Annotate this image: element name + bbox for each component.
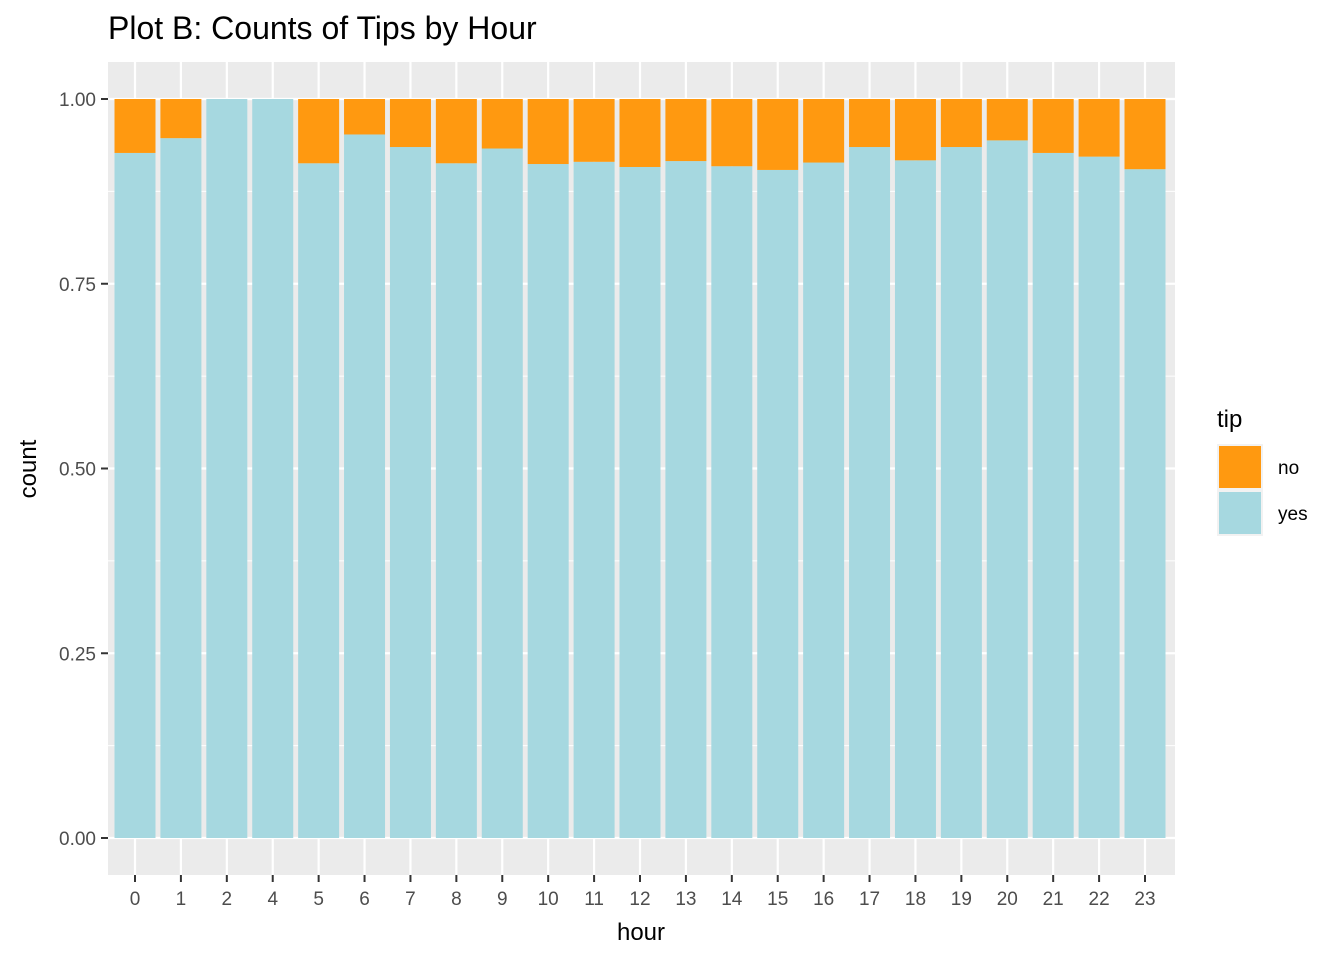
x-tick-label: 19 — [951, 889, 972, 910]
legend-label-yes: yes — [1278, 504, 1308, 525]
x-tick-label: 21 — [1043, 889, 1064, 910]
legend-label-no: no — [1278, 458, 1299, 479]
x-tick-label: 5 — [313, 889, 324, 910]
bar-yes-10 — [527, 164, 569, 839]
bar-no-23 — [1124, 99, 1166, 170]
bar-no-22 — [1078, 99, 1120, 157]
x-tick-label: 6 — [359, 889, 370, 910]
bar-no-18 — [894, 99, 936, 161]
bar-yes-8 — [435, 163, 477, 839]
bar-yes-19 — [940, 147, 982, 838]
x-tick-label: 14 — [721, 889, 743, 910]
bar-no-5 — [298, 99, 340, 164]
x-tick-label: 22 — [1089, 889, 1110, 910]
bar-no-1 — [160, 99, 202, 139]
y-axis-title: count — [15, 439, 42, 498]
bar-no-16 — [803, 99, 845, 163]
bar-yes-12 — [619, 166, 661, 838]
bar-yes-13 — [665, 161, 707, 839]
x-tick-label: 7 — [405, 889, 416, 910]
x-tick-label: 20 — [997, 889, 1018, 910]
bar-yes-22 — [1078, 156, 1120, 839]
bar-no-19 — [940, 99, 982, 148]
bar-no-17 — [849, 99, 891, 148]
bar-yes-20 — [986, 140, 1028, 838]
bar-yes-9 — [481, 148, 523, 838]
x-tick-label: 18 — [905, 889, 926, 910]
y-tick-label: 0.75 — [59, 275, 96, 296]
x-axis-title: hour — [617, 919, 665, 946]
bar-no-20 — [986, 99, 1028, 141]
bar-yes-6 — [344, 134, 386, 839]
bar-yes-18 — [894, 160, 936, 838]
y-axis: 0.00 0.25 0.50 0.75 1.00 — [59, 90, 108, 850]
bar-no-11 — [573, 99, 615, 162]
bar-yes-15 — [757, 169, 799, 839]
legend-key-yes — [1219, 492, 1261, 534]
bar-no-10 — [527, 99, 569, 165]
x-tick-label: 12 — [629, 889, 650, 910]
bar-yes-16 — [803, 162, 845, 838]
bar-no-13 — [665, 99, 707, 162]
x-tick-label: 1 — [176, 889, 187, 910]
bar-no-0 — [114, 99, 156, 153]
bar-no-7 — [389, 99, 431, 148]
bar-no-8 — [435, 99, 477, 164]
bar-no-12 — [619, 99, 661, 167]
x-tick-label: 2 — [222, 889, 233, 910]
bar-yes-0 — [114, 152, 156, 838]
x-tick-label: 0 — [130, 889, 141, 910]
bar-yes-5 — [298, 163, 340, 839]
y-tick-label: 0.00 — [59, 829, 96, 850]
bar-yes-1 — [160, 138, 202, 839]
legend: tip no yes — [1217, 406, 1308, 536]
bar-yes-21 — [1032, 152, 1074, 838]
bar-no-9 — [481, 99, 523, 149]
bar-no-6 — [344, 99, 386, 135]
x-tick-label: 10 — [538, 889, 559, 910]
bar-no-15 — [757, 99, 799, 170]
legend-key-no — [1219, 446, 1261, 488]
x-tick-label: 8 — [451, 889, 462, 910]
x-tick-label: 9 — [497, 889, 508, 910]
x-tick-label: 4 — [267, 889, 278, 910]
x-tick-label: 16 — [813, 889, 834, 910]
x-tick-label: 15 — [767, 889, 788, 910]
bar-no-21 — [1032, 99, 1074, 153]
x-tick-label: 17 — [859, 889, 880, 910]
x-tick-label: 13 — [675, 889, 696, 910]
bar-no-14 — [711, 99, 753, 167]
bars — [114, 99, 1166, 839]
x-tick-label: 23 — [1134, 889, 1155, 910]
bar-yes-14 — [711, 166, 753, 838]
x-axis: 0 1 2 4 5 6 7 8 9 10 11 12 13 14 15 16 17 18 19 20 21 22 23 — [130, 875, 1156, 910]
legend-title: tip — [1217, 406, 1242, 433]
bar-yes-23 — [1124, 169, 1166, 838]
bar-yes-7 — [389, 147, 431, 838]
bar-yes-4 — [252, 99, 294, 838]
bar-yes-11 — [573, 161, 615, 838]
bar-yes-2 — [206, 99, 248, 838]
y-tick-label: 0.25 — [59, 644, 96, 665]
bar-yes-17 — [849, 147, 891, 838]
chart-title: Plot B: Counts of Tips by Hour — [108, 10, 537, 46]
y-tick-label: 1.00 — [59, 90, 96, 111]
x-tick-label: 11 — [584, 889, 604, 910]
y-tick-label: 0.50 — [59, 460, 96, 481]
